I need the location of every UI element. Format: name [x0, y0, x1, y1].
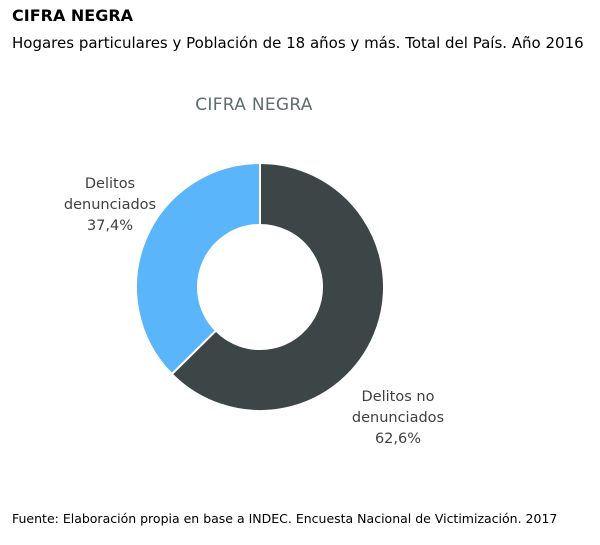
slice-label-0-line-1: denunciados: [352, 410, 444, 426]
page-subtitle: Hogares particulares y Población de 18 a…: [12, 34, 584, 52]
slice-labels: Delitos no denunciados 62,6% Delitos denunci…: [64, 176, 444, 447]
donut-slice-0: [170, 161, 385, 412]
slice-label-1-line-1: denunciados: [64, 197, 156, 213]
source-note: Fuente: Elaboración propia en base a IND…: [12, 511, 558, 526]
page-title: CIFRA NEGRA: [12, 6, 134, 25]
donut-slice-1: [135, 161, 261, 376]
slice-label-1-line-0: Delitos: [85, 176, 135, 192]
chart-title: CIFRA NEGRA: [195, 95, 313, 115]
slice-label-1-line-2: 37,4%: [87, 218, 133, 234]
donut-slices: [135, 161, 385, 412]
slice-label-0-line-0: Delitos no: [362, 389, 435, 405]
slice-label-0-line-2: 62,6%: [375, 431, 421, 447]
